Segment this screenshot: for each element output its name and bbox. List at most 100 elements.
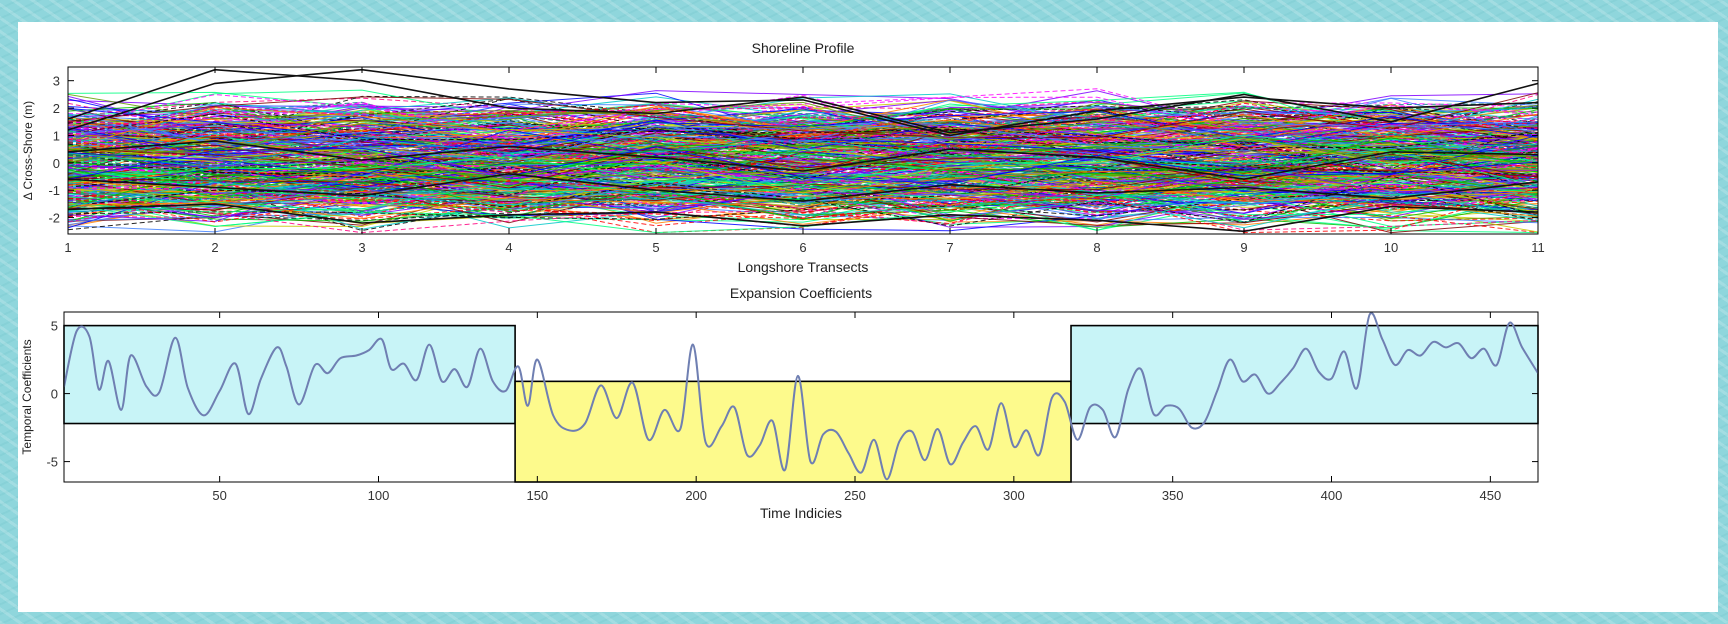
bottom-x-tick-label: 100 — [368, 488, 390, 503]
shoreline-series-line — [68, 166, 1538, 221]
shoreline-series-line — [68, 151, 1538, 181]
shoreline-series-line — [68, 175, 1538, 222]
bottom-plot-frame — [63, 311, 1539, 483]
shoreline-series-line — [68, 182, 1538, 226]
top-x-tick-label: 3 — [358, 240, 365, 255]
shoreline-series-line — [68, 172, 1538, 213]
shoreline-series-line — [68, 147, 1538, 194]
shoreline-series-line — [68, 68, 1538, 137]
shoreline-series-line — [68, 180, 1538, 219]
shoreline-series-line — [68, 115, 1538, 159]
shoreline-series-line — [68, 179, 1538, 220]
shoreline-series-line — [68, 187, 1538, 234]
shoreline-series-line — [68, 172, 1538, 202]
bottom-y-tick-label: 0 — [51, 387, 58, 402]
shoreline-series-line — [68, 133, 1538, 193]
temporal-coefficients-line — [64, 312, 1538, 481]
bottom-y-axis-label: Temporal Coefficients — [20, 339, 34, 454]
bottom-x-tick-label: 250 — [844, 488, 866, 503]
shoreline-series-line — [68, 121, 1538, 160]
shoreline-series-line — [68, 88, 1538, 132]
bottom-x-tick-label: 300 — [1003, 488, 1025, 503]
shoreline-series-line — [68, 189, 1538, 234]
shoreline-series-line — [68, 191, 1538, 221]
top-x-tick-label: 6 — [799, 240, 806, 255]
top-x-tick-label: 5 — [652, 240, 659, 255]
top-y-tick-label: -1 — [48, 183, 60, 198]
top-x-tick-label: 11 — [1531, 240, 1545, 255]
shoreline-series-line — [68, 185, 1538, 229]
shoreline-series-line — [68, 68, 1538, 134]
shoreline-series-line — [68, 133, 1538, 183]
cyan-region-right — [1070, 324, 1539, 425]
shoreline-series-line — [68, 166, 1538, 205]
bottom-y-tick-label: 5 — [51, 319, 58, 334]
top-y-tick-label: -2 — [48, 211, 60, 226]
shoreline-series-line — [68, 203, 1538, 233]
bottom-x-tick-label: 350 — [1162, 488, 1184, 503]
shoreline-series-line — [68, 105, 1538, 150]
shoreline-series-line — [68, 92, 1538, 139]
top-chart-title: Shoreline Profile — [752, 40, 855, 56]
shoreline-series-line — [68, 93, 1538, 150]
shoreline-series-line — [68, 94, 1538, 137]
shoreline-series-line — [68, 107, 1538, 150]
shoreline-series-line — [68, 112, 1538, 166]
bottom-x-axis-label: Time Indicies — [760, 505, 842, 521]
shoreline-series-line — [68, 101, 1538, 162]
shoreline-series-line — [68, 98, 1538, 141]
top-x-tick-label: 10 — [1384, 240, 1398, 255]
shoreline-series-line — [68, 99, 1538, 145]
top-y-tick-label: 3 — [53, 74, 60, 89]
bottom-y-tick-label: -5 — [46, 455, 58, 470]
shoreline-series-line — [68, 146, 1538, 185]
shoreline-series-line — [68, 113, 1538, 149]
shoreline-series-line — [68, 107, 1538, 154]
expansion-coefficients-plot: Expansion Coefficients 50 100 150 200 250 300… — [20, 285, 1539, 521]
shoreline-series-line — [68, 175, 1538, 227]
shoreline-series-line — [68, 123, 1538, 184]
shoreline-series-line — [68, 99, 1538, 151]
top-x-tick-label: 4 — [505, 240, 512, 255]
shoreline-series-line — [68, 182, 1538, 217]
shoreline-series-line — [68, 102, 1538, 144]
shoreline-series-line — [68, 178, 1538, 212]
shoreline-series-line — [68, 137, 1538, 189]
shoreline-series-line — [68, 134, 1538, 177]
shoreline-series-line — [68, 100, 1538, 135]
shoreline-series-line — [68, 105, 1538, 140]
shoreline-series-line — [68, 115, 1538, 155]
shoreline-series-line — [68, 149, 1538, 199]
top-x-tick-label: 2 — [211, 240, 218, 255]
bottom-chart-title: Expansion Coefficients — [730, 285, 872, 301]
shoreline-series-line — [68, 123, 1538, 163]
shoreline-series-line — [68, 140, 1538, 181]
bottom-x-tick-label: 200 — [685, 488, 707, 503]
shoreline-series-line — [68, 121, 1538, 168]
top-y-tick-label: 0 — [53, 156, 60, 171]
shoreline-series-line — [68, 191, 1538, 234]
bottom-x-tick-label: 50 — [212, 488, 226, 503]
bottom-x-tick-label: 450 — [1479, 488, 1501, 503]
top-x-tick-label: 1 — [64, 240, 71, 255]
shoreline-series-line — [68, 180, 1538, 231]
shoreline-series-line — [68, 135, 1538, 172]
top-x-tick-label: 9 — [1240, 240, 1247, 255]
top-x-axis-label: Longshore Transects — [738, 259, 869, 275]
top-y-tick-label: 2 — [53, 101, 60, 116]
bottom-x-tick-label: 150 — [526, 488, 548, 503]
chart-canvas: Shoreline Profile 1 2 3 4 5 6 7 8 9 10 11-2-10123 … — [20, 40, 1545, 521]
shoreline-series-line — [68, 193, 1538, 234]
top-x-tick-label: 7 — [946, 240, 953, 255]
shoreline-series-line — [68, 113, 1538, 164]
shoreline-series-line — [68, 140, 1538, 195]
shoreline-series-line — [68, 141, 1538, 180]
figure: Shoreline Profile 1 2 3 4 5 6 7 8 9 10 11 -2 -1 0 1 2 3 … — [18, 22, 1718, 612]
shoreline-series-line — [68, 138, 1538, 194]
shoreline-series-line — [68, 140, 1538, 180]
shoreline-profile-plot: Shoreline Profile 1 2 3 4 5 6 7 8 9 10 11-2-10123 … — [21, 40, 1545, 275]
top-y-tick-label: 1 — [53, 128, 60, 143]
shoreline-series-group — [68, 68, 1538, 234]
top-x-tick-label: 8 — [1093, 240, 1100, 255]
bottom-x-tick-label: 400 — [1321, 488, 1343, 503]
